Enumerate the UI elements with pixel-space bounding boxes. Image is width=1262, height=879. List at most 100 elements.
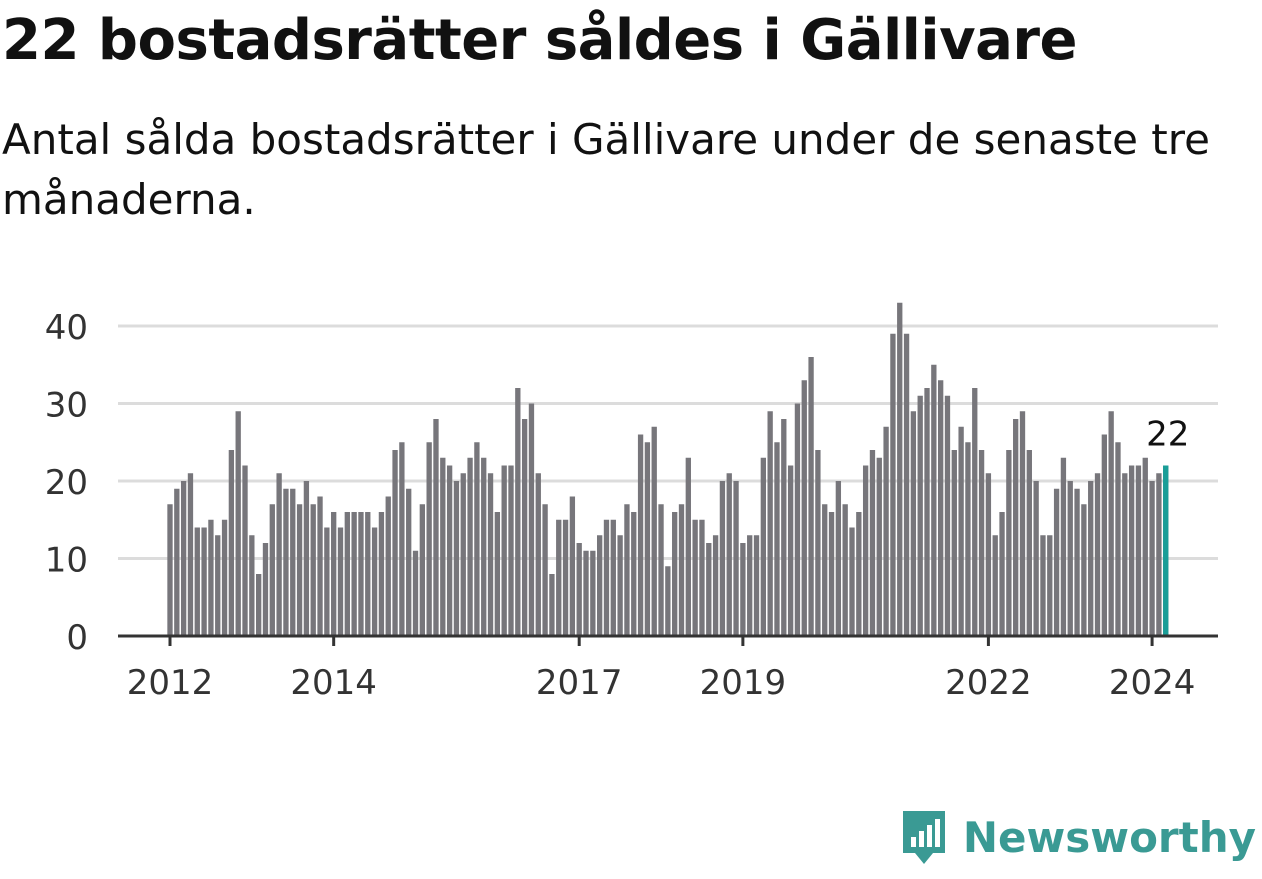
bar [569, 496, 576, 636]
bar [562, 519, 569, 636]
brand-name: Newsworthy [962, 812, 1256, 862]
bar [365, 512, 371, 636]
bar [228, 450, 235, 636]
bar [1088, 481, 1094, 636]
bar [446, 465, 453, 636]
bar [999, 512, 1005, 636]
bar [835, 481, 842, 636]
bar [910, 411, 917, 636]
bar [576, 543, 582, 636]
bar [426, 442, 432, 636]
bar [951, 450, 957, 636]
bar [944, 395, 951, 636]
bar [583, 550, 589, 636]
bar [651, 426, 657, 636]
bar [453, 481, 460, 636]
bar [1122, 473, 1128, 636]
x-tick-label: 2014 [290, 663, 377, 703]
bar [194, 527, 200, 636]
bar [1108, 411, 1114, 636]
bar [869, 450, 876, 636]
bar [535, 473, 541, 636]
bar [303, 481, 310, 636]
y-tick-label: 10 [45, 541, 88, 581]
bar [706, 543, 712, 636]
bar [931, 364, 937, 636]
bar [467, 457, 473, 636]
bar [719, 481, 726, 636]
bar [276, 473, 282, 636]
chart-title: 22 bostadsrätter såldes i Gällivare [2, 8, 1077, 73]
highlight-bar [1163, 465, 1169, 636]
bar [917, 395, 923, 636]
bar [590, 550, 596, 636]
bar [992, 535, 998, 636]
bar [290, 488, 296, 636]
bar [167, 504, 173, 636]
bar [644, 442, 651, 636]
bar [324, 527, 330, 636]
bar [610, 519, 616, 636]
bar [174, 488, 180, 636]
newsworthy-logo: Newsworthy [899, 807, 1256, 867]
bar [1142, 457, 1148, 636]
bar [883, 426, 889, 636]
bar [978, 450, 985, 636]
bar [781, 419, 787, 636]
bar [208, 519, 214, 636]
bar [617, 535, 623, 636]
bar [1019, 411, 1026, 636]
x-tick-label: 2022 [945, 663, 1032, 703]
bar [1040, 535, 1046, 636]
bar [481, 457, 487, 636]
bar [508, 465, 514, 636]
bar [501, 465, 507, 636]
bar [903, 333, 910, 636]
bar [740, 543, 746, 636]
bar [331, 512, 337, 636]
bar [876, 457, 882, 636]
bar [256, 574, 262, 636]
bar [494, 512, 501, 636]
bar [385, 496, 391, 636]
bar [337, 527, 344, 636]
bar [556, 519, 562, 636]
bar [678, 504, 685, 636]
bar [658, 504, 664, 636]
bar [419, 504, 425, 636]
bar [712, 535, 719, 636]
bar [399, 442, 405, 636]
y-tick-label: 0 [66, 618, 88, 658]
bar [842, 504, 848, 636]
bar [1135, 465, 1142, 636]
bar [215, 535, 221, 636]
x-tick-label: 2024 [1109, 663, 1196, 703]
bar [1081, 504, 1087, 636]
bar [433, 419, 439, 636]
bar [317, 496, 323, 636]
bar [637, 434, 644, 636]
bar [180, 481, 187, 636]
bar [283, 488, 289, 636]
bar [808, 357, 814, 636]
gridlines [118, 324, 1218, 560]
bar [1067, 481, 1073, 636]
bar [692, 519, 698, 636]
bar [938, 380, 944, 636]
bar [412, 550, 419, 636]
bar [249, 535, 255, 636]
bar [597, 535, 603, 636]
bar [1115, 442, 1121, 636]
bar [521, 419, 528, 636]
bar [487, 473, 494, 636]
bar [774, 442, 780, 636]
bar [1047, 535, 1053, 636]
bar [1094, 473, 1101, 636]
y-axis: 0 10 20 30 40 [45, 308, 88, 658]
bar [958, 426, 964, 636]
bars [167, 302, 1169, 636]
y-tick-label: 40 [45, 308, 88, 348]
bar [665, 566, 671, 636]
bar [753, 535, 760, 636]
